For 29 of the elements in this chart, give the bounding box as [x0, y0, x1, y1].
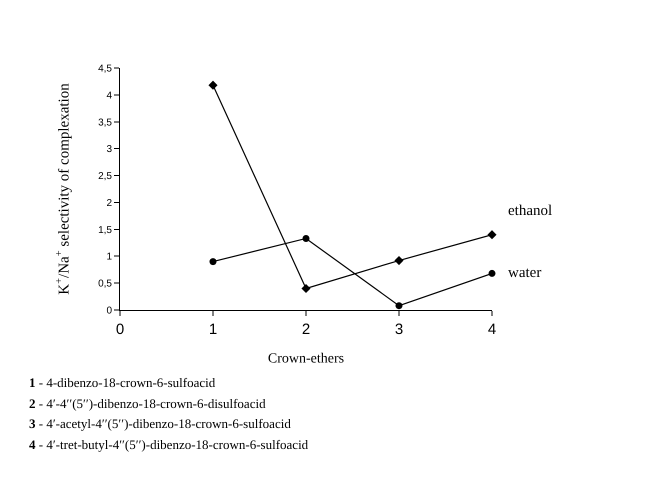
y-tick-label: 3	[106, 144, 112, 156]
y-tick-label: 2	[106, 198, 112, 209]
text: 4 - 4′-tret-butyl-4′′(5′′)-dibenzo-18-crown-6-sulfoacid	[29, 437, 309, 452]
text: 1 - 4-dibenzo-18-crown-6-sulfoacid	[29, 375, 216, 390]
y-tick-label: 4,5	[98, 64, 112, 74]
point	[208, 80, 218, 90]
series-label: ethanol	[508, 203, 552, 219]
series-label: water	[508, 265, 542, 281]
point	[488, 270, 496, 277]
point	[487, 230, 497, 240]
y-tick-label: 0,5	[98, 278, 112, 290]
x-tick-label: 2	[302, 321, 310, 338]
point	[396, 302, 402, 310]
x-tick-label: 3	[394, 321, 404, 338]
text: 2 - 4′-4′′(5′′)-dibenzo-18-crown-6-disulfoacid	[29, 396, 266, 411]
y-tick-label: 4	[106, 90, 112, 102]
y-tick-label: 3,5	[98, 117, 112, 128]
y-tick-label: 0	[106, 306, 112, 316]
x-axis-title: Crown-ethers	[268, 351, 344, 366]
text: 3 - 4′-acetyl-4′′(5′′)-dibenzo-18-crown-6-sulfoacid	[29, 416, 292, 431]
point	[301, 284, 311, 294]
x-tick-label: 1	[208, 321, 218, 338]
x-tick-label: 4	[488, 321, 496, 338]
point	[210, 258, 216, 266]
y-tick-label: 2,5	[98, 171, 112, 182]
y-tick-label: 1,5	[98, 224, 112, 236]
point	[302, 234, 310, 242]
point	[394, 256, 404, 266]
y-tick-label: 1	[106, 252, 112, 263]
